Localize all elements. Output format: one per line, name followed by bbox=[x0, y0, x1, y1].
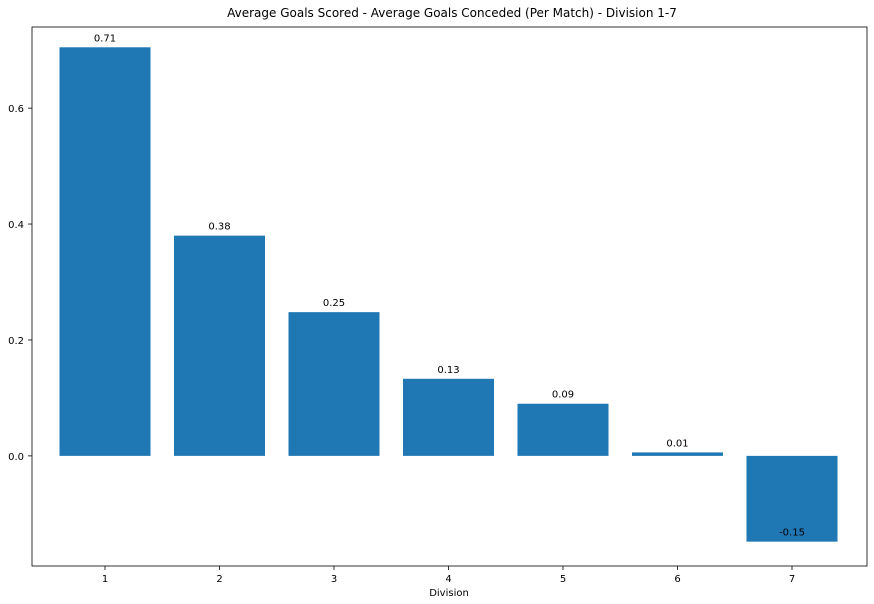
y-tick-label: 0.6 bbox=[8, 104, 24, 115]
chart-title: Average Goals Scored - Average Goals Con… bbox=[227, 6, 677, 20]
x-axis-label: Division bbox=[429, 588, 469, 599]
y-tick-label: 0.0 bbox=[8, 452, 24, 463]
bar-division-5 bbox=[517, 403, 609, 456]
x-tick-label: 4 bbox=[445, 574, 451, 585]
x-tick-label: 1 bbox=[102, 574, 108, 585]
x-tick-label: 3 bbox=[331, 574, 337, 585]
bar-division-1 bbox=[59, 47, 151, 456]
plot-frame bbox=[31, 26, 868, 567]
y-axis: 0.0 0.2 0.4 0.6 bbox=[8, 104, 32, 463]
x-tick-label: 5 bbox=[560, 574, 566, 585]
x-tick-label: 7 bbox=[789, 574, 795, 585]
data-label: 0.13 bbox=[437, 365, 459, 376]
data-label: 0.01 bbox=[666, 438, 688, 449]
x-axis: 1 2 3 4 5 6 7 bbox=[102, 566, 795, 585]
bar-division-2 bbox=[174, 235, 265, 456]
x-tick-label: 2 bbox=[216, 574, 222, 585]
bars-group bbox=[59, 47, 838, 542]
bar-division-7 bbox=[746, 455, 838, 542]
y-tick-label: 0.2 bbox=[8, 336, 24, 347]
data-labels-group: 0.71 0.38 0.25 0.13 0.09 0.01 -0.15 bbox=[94, 33, 805, 538]
bar-division-4 bbox=[403, 378, 494, 456]
data-label: 0.25 bbox=[323, 298, 345, 309]
y-tick-label: 0.4 bbox=[8, 220, 24, 231]
data-label: 0.71 bbox=[94, 33, 116, 44]
data-label: 0.38 bbox=[208, 222, 230, 233]
data-label: 0.09 bbox=[552, 390, 574, 401]
data-label: -0.15 bbox=[779, 528, 805, 539]
bar-division-6 bbox=[632, 452, 723, 456]
bar-division-3 bbox=[288, 312, 380, 456]
x-tick-label: 6 bbox=[674, 574, 680, 585]
